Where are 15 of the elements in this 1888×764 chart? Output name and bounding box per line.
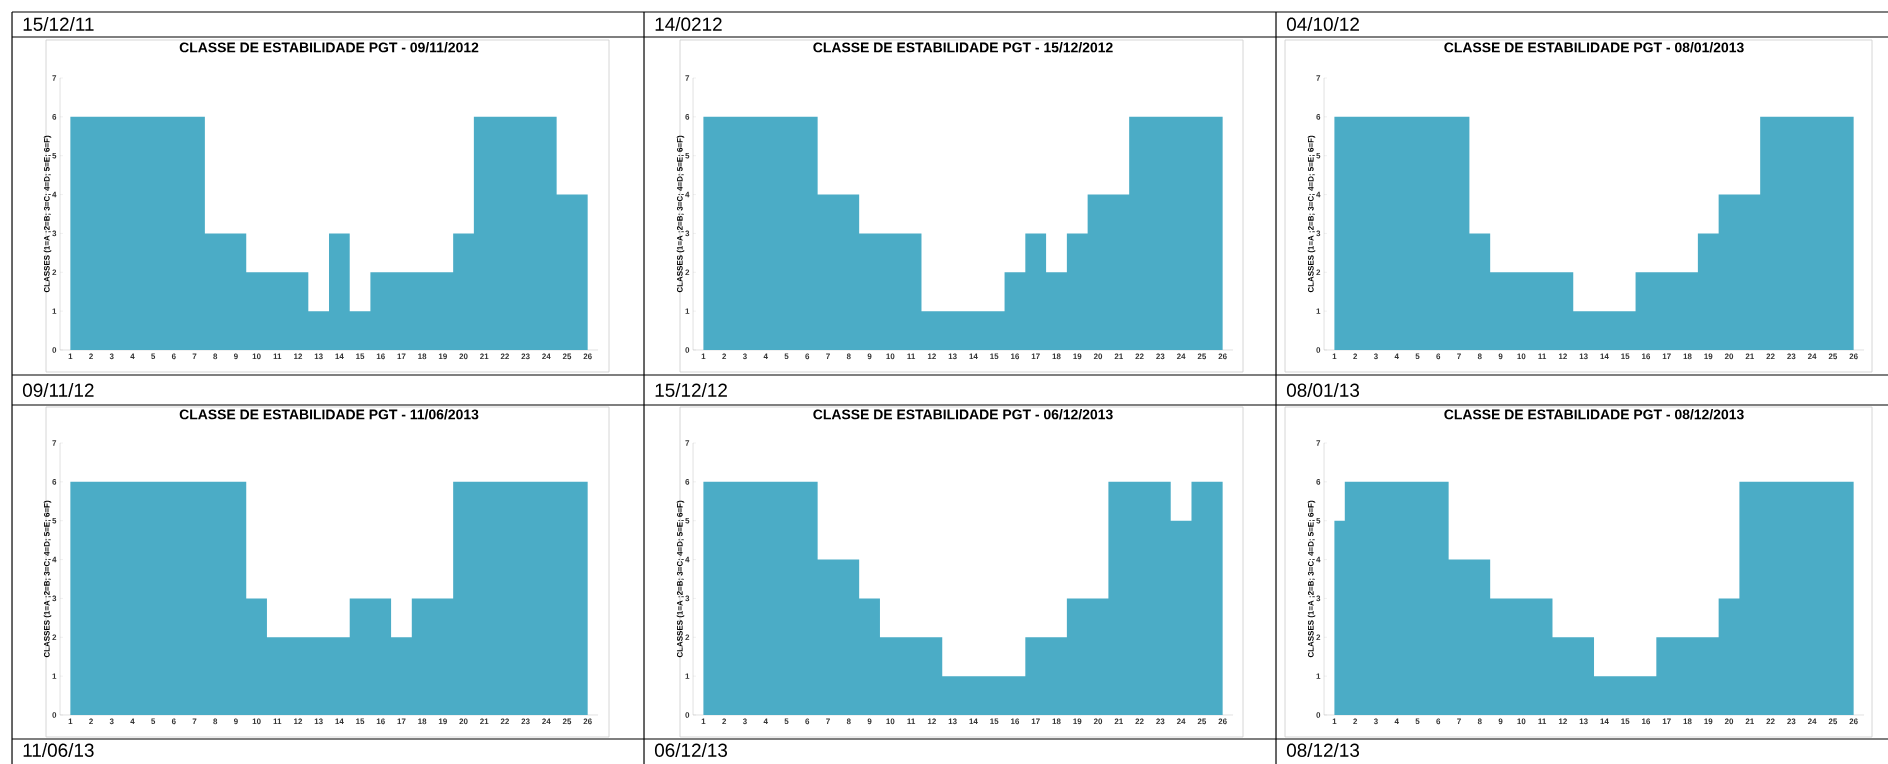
- chart-title: CLASSE DE ESTABILIDADE PGT - 11/06/2013: [179, 409, 479, 420]
- text: 08/12/13: [1286, 743, 1360, 757]
- chart-title: CLASSE DE ESTABILIDADE PGT - 08/01/2013: [1444, 42, 1744, 53]
- text: 06/12/13: [654, 743, 728, 757]
- text: 15/12/11: [23, 17, 94, 31]
- text: 14/0212: [655, 17, 722, 31]
- text: 04/10/12: [1286, 17, 1359, 31]
- text: 15/12/12: [655, 383, 727, 397]
- text: 11/06/13: [23, 743, 94, 757]
- chart-title: CLASSE DE ESTABILIDADE PGT - 08/12/2013: [1444, 409, 1744, 420]
- chart-title: CLASSE DE ESTABILIDADE PGT - 09/11/2012: [179, 42, 479, 53]
- chart-title: CLASSE DE ESTABILIDADE PGT - 06/12/2013: [813, 409, 1113, 420]
- text: 08/01/13: [1286, 383, 1360, 397]
- chart-title: CLASSE DE ESTABILIDADE PGT - 15/12/2012: [813, 42, 1113, 53]
- text: 09/11/12: [22, 383, 94, 397]
